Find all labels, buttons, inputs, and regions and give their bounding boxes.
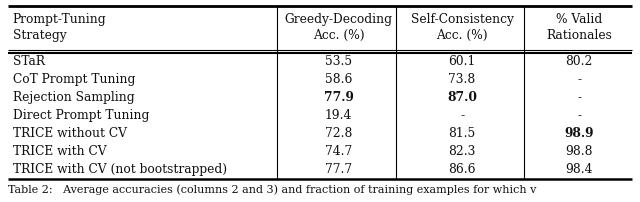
- Text: 58.6: 58.6: [325, 73, 353, 86]
- Text: 72.8: 72.8: [325, 127, 353, 140]
- Text: TRICE with CV: TRICE with CV: [13, 145, 106, 158]
- Text: TRICE without CV: TRICE without CV: [13, 127, 127, 140]
- Text: Direct Prompt Tuning: Direct Prompt Tuning: [13, 109, 149, 122]
- Text: 98.4: 98.4: [566, 163, 593, 176]
- Text: 98.8: 98.8: [566, 145, 593, 158]
- Text: 53.5: 53.5: [325, 55, 352, 68]
- Text: Self-Consistency
Acc. (%): Self-Consistency Acc. (%): [411, 13, 513, 42]
- Text: -: -: [460, 109, 464, 122]
- Text: Greedy-Decoding
Acc. (%): Greedy-Decoding Acc. (%): [285, 13, 393, 42]
- Text: Prompt-Tuning
Strategy: Prompt-Tuning Strategy: [13, 13, 106, 42]
- Text: 60.1: 60.1: [449, 55, 476, 68]
- Text: STaR: STaR: [13, 55, 45, 68]
- Text: 19.4: 19.4: [325, 109, 353, 122]
- Text: 74.7: 74.7: [325, 145, 353, 158]
- Text: -: -: [577, 73, 581, 86]
- Text: 80.2: 80.2: [566, 55, 593, 68]
- Text: 81.5: 81.5: [449, 127, 476, 140]
- Text: CoT Prompt Tuning: CoT Prompt Tuning: [13, 73, 135, 86]
- Text: Table 2:   Average accuracies (columns 2 and 3) and fraction of training example: Table 2: Average accuracies (columns 2 a…: [8, 184, 536, 195]
- Text: 98.9: 98.9: [564, 127, 594, 140]
- Text: -: -: [577, 91, 581, 104]
- Text: -: -: [577, 109, 581, 122]
- Text: 73.8: 73.8: [449, 73, 476, 86]
- Text: 77.9: 77.9: [324, 91, 354, 104]
- Text: 87.0: 87.0: [447, 91, 477, 104]
- Text: % Valid
Rationales: % Valid Rationales: [547, 13, 612, 42]
- Text: 86.6: 86.6: [449, 163, 476, 176]
- Text: 77.7: 77.7: [325, 163, 352, 176]
- Text: TRICE with CV (not bootstrapped): TRICE with CV (not bootstrapped): [13, 163, 227, 176]
- Text: Rejection Sampling: Rejection Sampling: [13, 91, 134, 104]
- Text: 82.3: 82.3: [449, 145, 476, 158]
